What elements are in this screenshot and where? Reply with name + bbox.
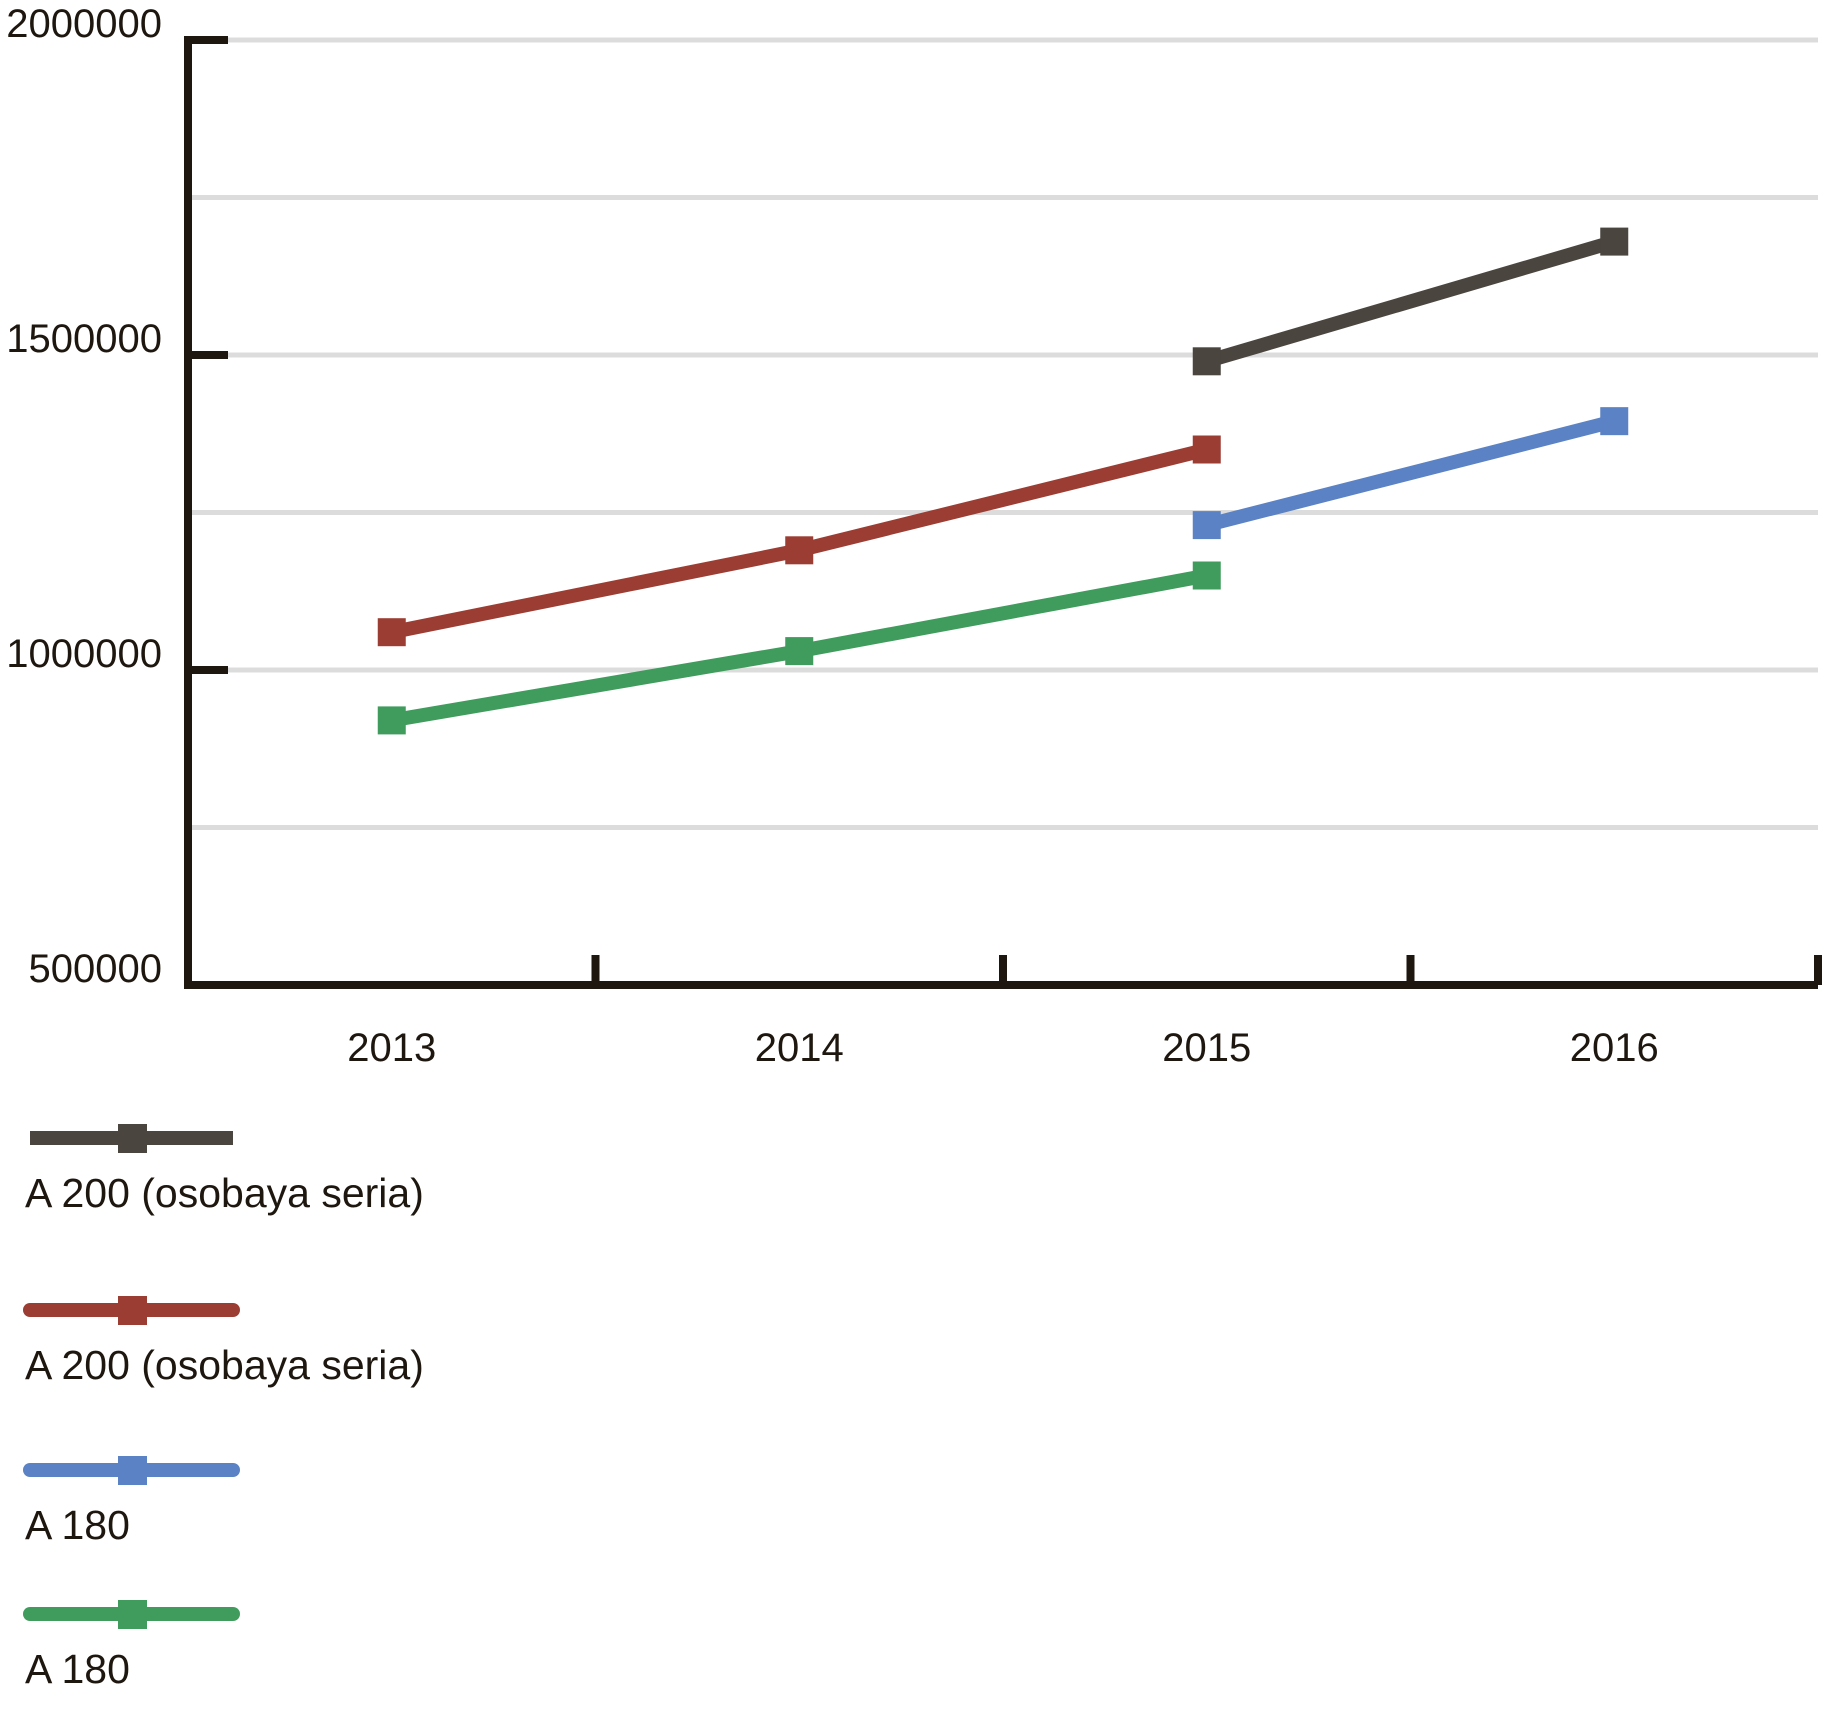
legend-marker (118, 1296, 147, 1325)
legend-swatch (23, 1456, 240, 1485)
data-point-marker (1192, 435, 1221, 464)
legend-label: A 180 (25, 1646, 130, 1692)
series-line (1204, 234, 1617, 369)
data-point-marker (785, 536, 814, 565)
series-line (1205, 414, 1616, 532)
legend-item: A 200 (osobaya seria) (0, 1288, 700, 1389)
plot-area: 500000 1000000 1500000 2000000 2013 2014 2015 2… (6, 2, 1822, 1070)
data-point-marker (1192, 561, 1221, 590)
legend-label: A 200 (osobaya seria) (25, 1170, 424, 1216)
data-point-marker (1192, 511, 1221, 540)
legend-marker (118, 1600, 147, 1629)
data-point-marker (1600, 227, 1629, 256)
y-axis-tick-label: 500000 (29, 947, 162, 991)
legend-marker (118, 1124, 147, 1153)
data-point-marker (1192, 347, 1221, 376)
legend-swatch (30, 1124, 233, 1153)
y-axis-tick-label: 1000000 (6, 632, 162, 676)
legend-item: A 200 (osobaya seria) (0, 1116, 700, 1217)
legend-item: A 180 (0, 1448, 700, 1549)
x-axis-tick-label: 2013 (347, 1026, 436, 1070)
legend-marker (118, 1456, 147, 1485)
x-axis-tick-label: 2014 (755, 1026, 844, 1070)
x-axis-tick-label: 2016 (1570, 1026, 1659, 1070)
x-axis-tick-label: 2015 (1162, 1026, 1251, 1070)
y-axis-tick-label: 2000000 (6, 2, 162, 46)
y-axis-tick-label: 1500000 (6, 317, 162, 361)
data-point-marker (785, 637, 814, 666)
legend-item: A 180 (0, 1592, 700, 1693)
data-point-marker (377, 618, 406, 647)
legend-swatch (23, 1296, 240, 1325)
data-point-marker (377, 706, 406, 735)
data-point-marker (1600, 407, 1629, 436)
legend-label: A 180 (25, 1502, 130, 1548)
legend-swatch (23, 1600, 240, 1629)
legend-label: A 200 (osobaya seria) (25, 1342, 424, 1388)
chart-legend: A 200 (osobaya seria) A 200 (osobaya seri… (0, 0, 700, 1720)
